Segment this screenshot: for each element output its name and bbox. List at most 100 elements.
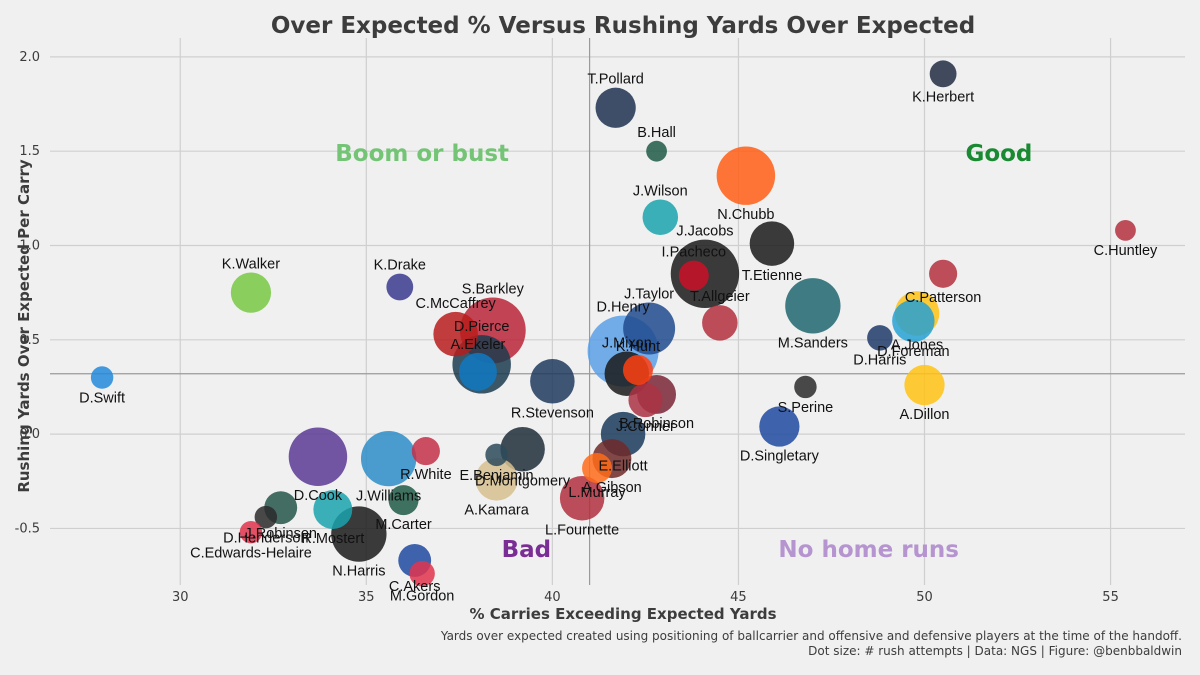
data-point (929, 259, 958, 288)
quadrant-label: Boom or bust (335, 141, 509, 167)
point-label: A.Gibson (582, 480, 642, 496)
point-label: K.Drake (374, 258, 426, 274)
point-label: I.Pacheco (662, 245, 727, 261)
data-point (559, 475, 605, 521)
data-point (386, 273, 414, 301)
data-point (595, 87, 636, 128)
point-label: D.Henderson (223, 530, 308, 546)
point-label: A.Ekeler (451, 337, 506, 353)
point-label: D.Harris (853, 353, 906, 369)
point-label: T.Allgeier (690, 289, 750, 305)
point-label: M.Carter (375, 517, 432, 533)
point-label: S.Barkley (462, 281, 525, 297)
quadrant-labels: Boom or bust Good Bad No home runs (335, 141, 1032, 563)
data-point (360, 430, 417, 487)
point-label: T.Etienne (742, 268, 802, 284)
point-label: M.Gordon (390, 588, 454, 604)
data-point (411, 437, 440, 466)
point-label: D.Henry (596, 300, 650, 316)
point-label: D.Swift (79, 391, 125, 407)
y-tick-label: 0.0 (19, 427, 40, 442)
point-label: A.Dillon (900, 407, 950, 423)
point-label: M.Sanders (778, 336, 848, 352)
y-tick-label: 1.5 (19, 144, 40, 159)
point-label: R.Stevenson (511, 406, 594, 422)
point-label: R.Mostert (301, 531, 364, 547)
point-label: C.Edwards-Helaire (190, 545, 312, 561)
data-point (785, 278, 841, 334)
point-label: B.Hall (637, 125, 676, 141)
data-point (623, 302, 676, 355)
data-point (313, 490, 353, 529)
data-point (749, 221, 795, 266)
point-label: E.Benjamin (459, 468, 533, 484)
point-label: K.Walker (222, 257, 280, 273)
point-label: D.Foreman (877, 344, 950, 360)
point-label: J.Robinson (244, 526, 317, 542)
quadrant-label: Bad (502, 537, 552, 563)
point-label: N.Chubb (717, 207, 774, 223)
data-point (530, 359, 575, 404)
point-label: D.Montgomery (475, 473, 571, 489)
data-point (409, 560, 435, 587)
point-label: L.Fournette (545, 522, 619, 538)
data-points (90, 60, 1136, 587)
data-point (929, 60, 957, 88)
data-point (702, 305, 738, 341)
x-tick-label: 50 (916, 590, 933, 605)
point-label: J.Taylor (624, 286, 674, 302)
point-label: E.Elliott (598, 458, 647, 474)
caption-line-method: Yards over expected created using positi… (440, 629, 1182, 643)
point-label: D.Cook (294, 488, 343, 504)
data-point (892, 299, 935, 343)
data-point (646, 140, 667, 162)
data-point (1115, 220, 1136, 241)
data-point (239, 520, 263, 544)
data-point (230, 272, 272, 313)
y-tick-label: 0.5 (19, 333, 40, 348)
data-point (759, 406, 800, 447)
point-label: C.Patterson (905, 290, 982, 306)
point-label: C.Akers (389, 579, 441, 595)
y-tick-label: -0.5 (15, 521, 40, 536)
point-label: C.Huntley (1094, 243, 1158, 259)
tick-labels: 30 35 40 45 50 55 -0.5 0.0 0.5 1.0 1.5 2.0 (15, 50, 1119, 605)
x-tick-label: 45 (730, 590, 747, 605)
x-tick-label: 40 (544, 590, 561, 605)
data-point (794, 375, 817, 399)
chart-title: Over Expected % Versus Rushing Yards Ove… (270, 13, 976, 39)
data-point (867, 325, 893, 351)
point-label: N.Harris (332, 564, 385, 580)
data-point (582, 453, 613, 484)
point-label: J.Jacobs (676, 224, 733, 240)
data-point (500, 426, 545, 472)
y-tick-label: 2.0 (19, 50, 40, 65)
point-label: K.Hunt (616, 339, 660, 355)
point-label: K.Herbert (912, 89, 974, 105)
data-point (622, 354, 653, 385)
point-label: B.Robinson (619, 416, 694, 432)
point-label: R.White (400, 467, 452, 483)
point-label: D.Pierce (454, 319, 510, 335)
data-point (458, 352, 497, 391)
data-point (678, 260, 709, 291)
x-axis-label: % Carries Exceeding Expected Yards (469, 605, 777, 623)
data-point (904, 364, 945, 406)
point-label: S.Perine (778, 400, 834, 416)
data-point (433, 311, 478, 357)
point-label: C.McCaffrey (415, 296, 496, 312)
y-tick-label: 1.0 (19, 238, 40, 253)
x-tick-label: 55 (1102, 590, 1119, 605)
data-point (628, 383, 663, 418)
point-label: L.Murray (568, 485, 626, 501)
point-labels: K.Herbert T.Pollard B.Hall N.Chubb J.Wilson C… (79, 72, 1158, 605)
quadrant-label: Good (965, 141, 1032, 167)
point-label: J.Mixon (602, 335, 652, 351)
data-point (90, 366, 114, 389)
data-point (388, 485, 419, 516)
point-label: J.Conner (616, 419, 675, 435)
point-label: A.Jones (891, 338, 943, 354)
x-tick-label: 35 (358, 590, 375, 605)
point-label: J.Wilson (633, 183, 688, 199)
